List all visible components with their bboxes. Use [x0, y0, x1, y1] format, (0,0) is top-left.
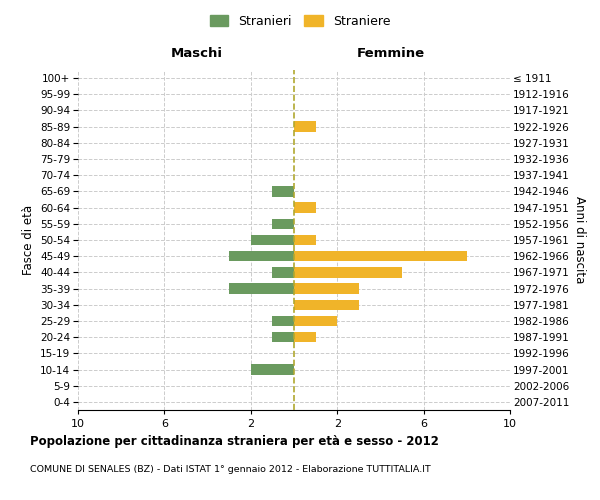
Bar — [272, 316, 294, 326]
Bar — [272, 332, 294, 342]
Bar — [294, 316, 337, 326]
Bar — [229, 284, 294, 294]
Text: Maschi: Maschi — [171, 48, 223, 60]
Legend: Stranieri, Straniere: Stranieri, Straniere — [206, 11, 394, 32]
Bar — [294, 284, 359, 294]
Bar — [294, 300, 359, 310]
Bar — [294, 122, 316, 132]
Bar — [251, 364, 294, 375]
Bar — [294, 202, 316, 213]
Text: Femmine: Femmine — [357, 48, 425, 60]
Bar — [272, 267, 294, 278]
Bar — [294, 332, 316, 342]
Bar — [294, 251, 467, 262]
Y-axis label: Anni di nascita: Anni di nascita — [573, 196, 586, 284]
Bar — [251, 234, 294, 246]
Bar — [272, 186, 294, 196]
Bar — [294, 234, 316, 246]
Bar — [294, 267, 402, 278]
Text: COMUNE DI SENALES (BZ) - Dati ISTAT 1° gennaio 2012 - Elaborazione TUTTITALIA.IT: COMUNE DI SENALES (BZ) - Dati ISTAT 1° g… — [30, 465, 431, 474]
Bar — [229, 251, 294, 262]
Y-axis label: Fasce di età: Fasce di età — [22, 205, 35, 275]
Bar — [272, 218, 294, 229]
Text: Popolazione per cittadinanza straniera per età e sesso - 2012: Popolazione per cittadinanza straniera p… — [30, 435, 439, 448]
